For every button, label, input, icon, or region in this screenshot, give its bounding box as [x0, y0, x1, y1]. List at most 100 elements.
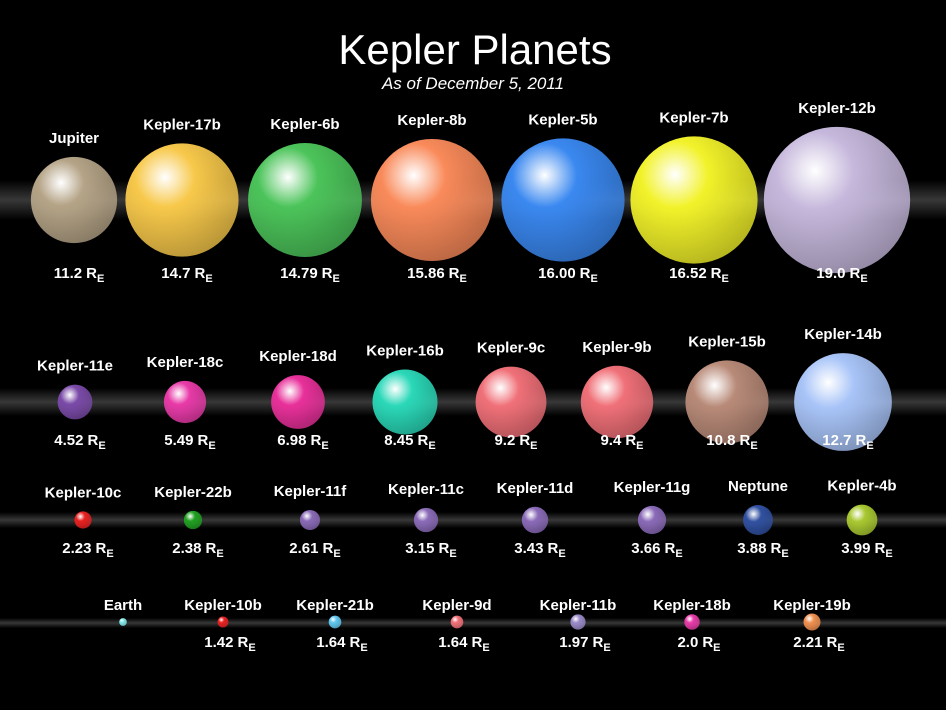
radius-label: 2.21 RE — [793, 634, 844, 654]
planet — [271, 375, 325, 429]
radius-value: 2.23 — [62, 540, 91, 557]
radius-label: 6.98 RE — [277, 432, 328, 452]
radius-label: 2.38 RE — [172, 540, 223, 560]
radius-label: 14.7 RE — [161, 265, 212, 285]
radius-value: 2.21 — [793, 634, 822, 651]
radius-label: 9.2 RE — [494, 432, 537, 452]
radius-unit: R — [740, 432, 751, 449]
subtitle: As of December 5, 2011 — [381, 74, 564, 93]
radius-value: 1.64 — [438, 634, 468, 651]
radius-unit: R — [195, 265, 206, 282]
radius-value: 14.7 — [161, 265, 190, 282]
planet-name: Kepler-11g — [614, 479, 691, 496]
radius-label: 1.42 RE — [204, 634, 255, 654]
radius-label: 2.0 RE — [677, 634, 720, 654]
radius-unit-subscript: E — [591, 273, 598, 285]
radius-unit-subscript: E — [482, 642, 489, 654]
radius-unit: R — [323, 540, 334, 557]
planet — [521, 506, 549, 534]
planet — [370, 138, 494, 262]
planet — [685, 360, 769, 444]
radius-unit: R — [593, 634, 604, 651]
radius-value: 9.4 — [600, 432, 622, 449]
planet-name: Kepler-18c — [147, 354, 224, 371]
radius-unit-subscript: E — [675, 548, 682, 560]
planet-name: Kepler-9c — [477, 340, 545, 357]
radius-unit-subscript: E — [248, 642, 255, 654]
radius-value: 3.66 — [631, 540, 660, 557]
planet-name: Kepler-6b — [270, 116, 339, 133]
planet — [413, 507, 439, 533]
planet — [57, 384, 93, 420]
radius-unit-subscript: E — [713, 642, 720, 654]
planet-name: Kepler-10c — [45, 484, 122, 501]
radius-unit: R — [548, 540, 559, 557]
planet-name: Kepler-9b — [582, 339, 651, 356]
radius-value: 2.61 — [289, 540, 318, 557]
planet — [248, 143, 362, 257]
planet — [630, 136, 758, 264]
planet — [846, 504, 878, 536]
radius-unit: R — [875, 540, 886, 557]
radius-unit-subscript: E — [750, 440, 757, 452]
planet-name: Kepler-4b — [827, 478, 896, 495]
radius-value: 19.0 — [816, 265, 845, 282]
radius-label: 11.2 RE — [54, 265, 105, 285]
radius-unit: R — [449, 265, 460, 282]
radius-unit-subscript: E — [106, 548, 113, 560]
planet-name: Kepler-11c — [388, 481, 464, 498]
radius-unit-subscript: E — [321, 440, 328, 452]
radius-unit: R — [198, 432, 209, 449]
planet — [475, 366, 547, 438]
radius-unit: R — [665, 540, 676, 557]
planet — [119, 618, 127, 626]
radius-unit: R — [856, 432, 867, 449]
radius-value: 15.86 — [407, 265, 445, 282]
radius-label: 1.64 RE — [316, 634, 367, 654]
radius-value: 3.88 — [737, 540, 766, 557]
radius-label: 16.52 RE — [669, 265, 729, 285]
radius-value: 2.0 — [677, 634, 698, 651]
planet-name: Kepler-18b — [653, 597, 731, 614]
radius-label: 8.45 RE — [384, 432, 435, 452]
planet — [803, 613, 821, 631]
radius-value: 6.98 — [277, 432, 306, 449]
radius-label: 4.52 RE — [54, 432, 105, 452]
radius-label: 3.88 RE — [737, 540, 788, 560]
radius-label: 10.8 RE — [706, 432, 757, 452]
radius-unit-subscript: E — [530, 440, 537, 452]
radius-value: 3.99 — [841, 540, 870, 557]
radius-unit-subscript: E — [205, 273, 212, 285]
radius-unit-subscript: E — [722, 273, 729, 285]
planet-name: Kepler-19b — [773, 597, 851, 614]
radius-label: 14.79 RE — [280, 265, 340, 285]
planet — [183, 510, 203, 530]
radius-unit-subscript: E — [460, 273, 467, 285]
radius-unit: R — [519, 432, 530, 449]
radius-unit-subscript: E — [603, 642, 610, 654]
radius-value: 16.00 — [538, 265, 576, 282]
planet — [743, 505, 773, 535]
planet — [450, 615, 464, 629]
planet — [501, 138, 625, 262]
title: Kepler Planets — [338, 26, 611, 73]
glow-band — [0, 388, 946, 416]
radius-unit: R — [322, 265, 333, 282]
radius-label: 9.4 RE — [600, 432, 643, 452]
radius-unit: R — [311, 432, 322, 449]
radius-unit: R — [206, 540, 217, 557]
radius-unit-subscript: E — [558, 548, 565, 560]
planet — [684, 614, 700, 630]
radius-unit: R — [418, 432, 429, 449]
radius-unit-subscript: E — [208, 440, 215, 452]
planet-name: Kepler-17b — [143, 116, 221, 133]
planet-name: Kepler-16b — [366, 342, 444, 359]
radius-unit-subscript: E — [885, 548, 892, 560]
radius-unit: R — [238, 634, 249, 651]
radius-unit-subscript: E — [97, 273, 104, 285]
radius-label: 2.23 RE — [62, 540, 113, 560]
radius-value: 1.42 — [204, 634, 233, 651]
planet — [328, 615, 342, 629]
radius-unit-subscript: E — [98, 440, 105, 452]
radius-label: 15.86 RE — [407, 265, 467, 285]
